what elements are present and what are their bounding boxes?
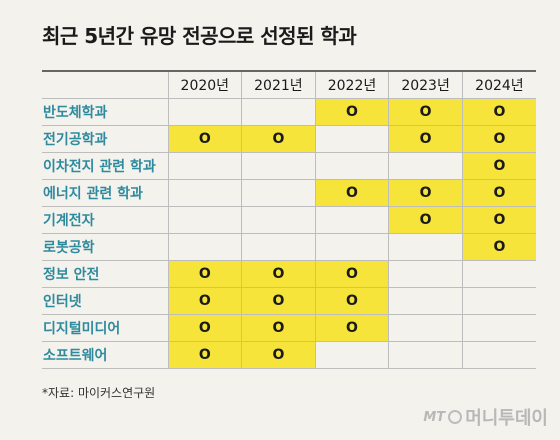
major-name: 로봇공학 xyxy=(42,233,168,261)
selected-cell: O xyxy=(461,125,536,153)
selected-cell: O xyxy=(388,206,463,234)
header-corner xyxy=(42,70,168,99)
major-name: 이차전지 관련 학과 xyxy=(42,152,168,180)
major-name: 반도체학과 xyxy=(42,98,168,126)
selected-cell: O xyxy=(314,287,389,315)
selected-cell: O xyxy=(314,260,389,288)
empty-cell xyxy=(461,341,536,369)
selected-cell: O xyxy=(241,260,316,288)
selected-cell: O xyxy=(167,314,242,342)
table-row: 소프트웨어 O O xyxy=(42,341,536,369)
selected-cell: O xyxy=(388,179,463,207)
selected-cell: O xyxy=(241,341,316,369)
selected-cell: O xyxy=(167,341,242,369)
selected-cell: O xyxy=(167,287,242,315)
major-name: 소프트웨어 xyxy=(42,341,168,369)
page-title: 최근 5년간 유망 전공으로 선정된 학과 xyxy=(42,24,357,48)
empty-cell xyxy=(314,341,389,369)
empty-cell xyxy=(241,152,316,180)
selected-cell: O xyxy=(314,98,389,126)
empty-cell xyxy=(167,233,242,261)
table-body: 반도체학과 O O O 전기공학과 O O O O 이차전지 관련 학과 O 에너지 관련 학과 O O O… xyxy=(42,98,536,369)
selected-cell: O xyxy=(461,206,536,234)
major-table: 2020년 2021년 2022년 2023년 2024년 반도체학과 O O O 전기… xyxy=(42,70,536,369)
source-note: *자료: 마이커스연구원 xyxy=(42,386,156,400)
empty-cell xyxy=(388,287,463,315)
major-name: 디지털미디어 xyxy=(42,314,168,342)
selected-cell: O xyxy=(241,314,316,342)
empty-cell xyxy=(461,314,536,342)
empty-cell xyxy=(241,179,316,207)
empty-cell xyxy=(388,152,463,180)
selected-cell: O xyxy=(167,125,242,153)
selected-cell: O xyxy=(314,179,389,207)
logo-mark-icon xyxy=(448,410,463,424)
empty-cell xyxy=(388,314,463,342)
major-name: 기계전자 xyxy=(42,206,168,234)
table-row: 정보 안전 O O O xyxy=(42,260,536,288)
empty-cell xyxy=(314,233,389,261)
empty-cell xyxy=(388,341,463,369)
selected-cell: O xyxy=(167,260,242,288)
empty-cell xyxy=(314,152,389,180)
table-row: 전기공학과 O O O O xyxy=(42,125,536,153)
empty-cell xyxy=(241,98,316,126)
empty-cell xyxy=(167,179,242,207)
selected-cell: O xyxy=(314,314,389,342)
empty-cell xyxy=(388,260,463,288)
empty-cell xyxy=(461,287,536,315)
selected-cell: O xyxy=(241,287,316,315)
table-row: 이차전지 관련 학과 O xyxy=(42,152,536,180)
year-header: 2023년 xyxy=(388,70,463,99)
selected-cell: O xyxy=(241,125,316,153)
empty-cell xyxy=(314,206,389,234)
logo-name: 머니투데이 xyxy=(465,408,548,429)
empty-cell xyxy=(461,260,536,288)
empty-cell xyxy=(167,98,242,126)
major-table-container: 2020년 2021년 2022년 2023년 2024년 반도체학과 O O O 전기… xyxy=(42,70,536,369)
table-row: 반도체학과 O O O xyxy=(42,98,536,126)
selected-cell: O xyxy=(388,98,463,126)
selected-cell: O xyxy=(461,233,536,261)
table-row: 로봇공학 O xyxy=(42,233,536,261)
year-header: 2020년 xyxy=(167,70,242,99)
empty-cell xyxy=(388,233,463,261)
header-row: 2020년 2021년 2022년 2023년 2024년 xyxy=(42,70,536,99)
table-row: 에너지 관련 학과 O O O xyxy=(42,179,536,207)
empty-cell xyxy=(241,206,316,234)
year-header: 2024년 xyxy=(461,70,536,99)
year-header: 2022년 xyxy=(314,70,389,99)
empty-cell xyxy=(167,152,242,180)
table-row: 디지털미디어 O O O xyxy=(42,314,536,342)
major-name: 에너지 관련 학과 xyxy=(42,179,168,207)
year-header: 2021년 xyxy=(241,70,316,99)
major-name: 정보 안전 xyxy=(42,260,168,288)
empty-cell xyxy=(314,125,389,153)
table-row: 인터넷 O O O xyxy=(42,287,536,315)
publisher-logo: MT 머니투데이 xyxy=(423,404,548,430)
logo-prefix: MT xyxy=(423,409,446,425)
major-name: 인터넷 xyxy=(42,287,168,315)
major-name: 전기공학과 xyxy=(42,125,168,153)
selected-cell: O xyxy=(461,98,536,126)
empty-cell xyxy=(241,233,316,261)
selected-cell: O xyxy=(388,125,463,153)
selected-cell: O xyxy=(461,179,536,207)
empty-cell xyxy=(167,206,242,234)
selected-cell: O xyxy=(461,152,536,180)
table-row: 기계전자 O O xyxy=(42,206,536,234)
